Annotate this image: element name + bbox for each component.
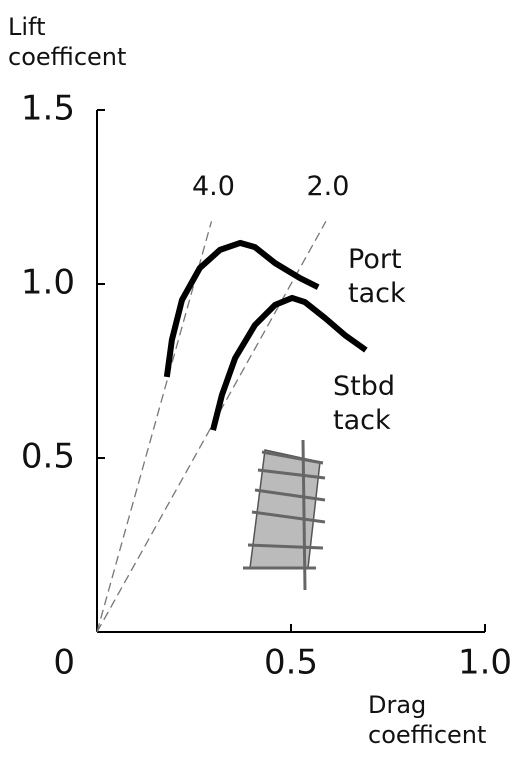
y-tick-label: 1.0 — [21, 263, 75, 303]
plot: 0 0.5 1.0 0.5 1.0 1.5 4.0 2.0 — [0, 0, 519, 757]
y-axis-title: Lift coefficent — [8, 12, 158, 72]
y-tick-label: 0.5 — [21, 437, 75, 477]
x-tick-label: 0.5 — [264, 643, 318, 683]
x-tick-label: 1.0 — [458, 643, 512, 683]
x-tick-label: 0 — [53, 643, 75, 683]
x-axis-title: Drag coefficent — [368, 690, 518, 750]
chart: 0 0.5 1.0 0.5 1.0 1.5 4.0 2.0 Lift coefficent D… — [0, 0, 519, 757]
sail-icon — [243, 440, 325, 590]
y-tick-label: 1.5 — [21, 89, 75, 129]
ld-ratio-label: 2.0 — [306, 171, 349, 202]
series-line — [167, 243, 318, 377]
series-label: Port tack — [348, 243, 428, 311]
ld-ratio-label: 4.0 — [192, 171, 235, 202]
series-label: Stbd tack — [333, 370, 413, 438]
